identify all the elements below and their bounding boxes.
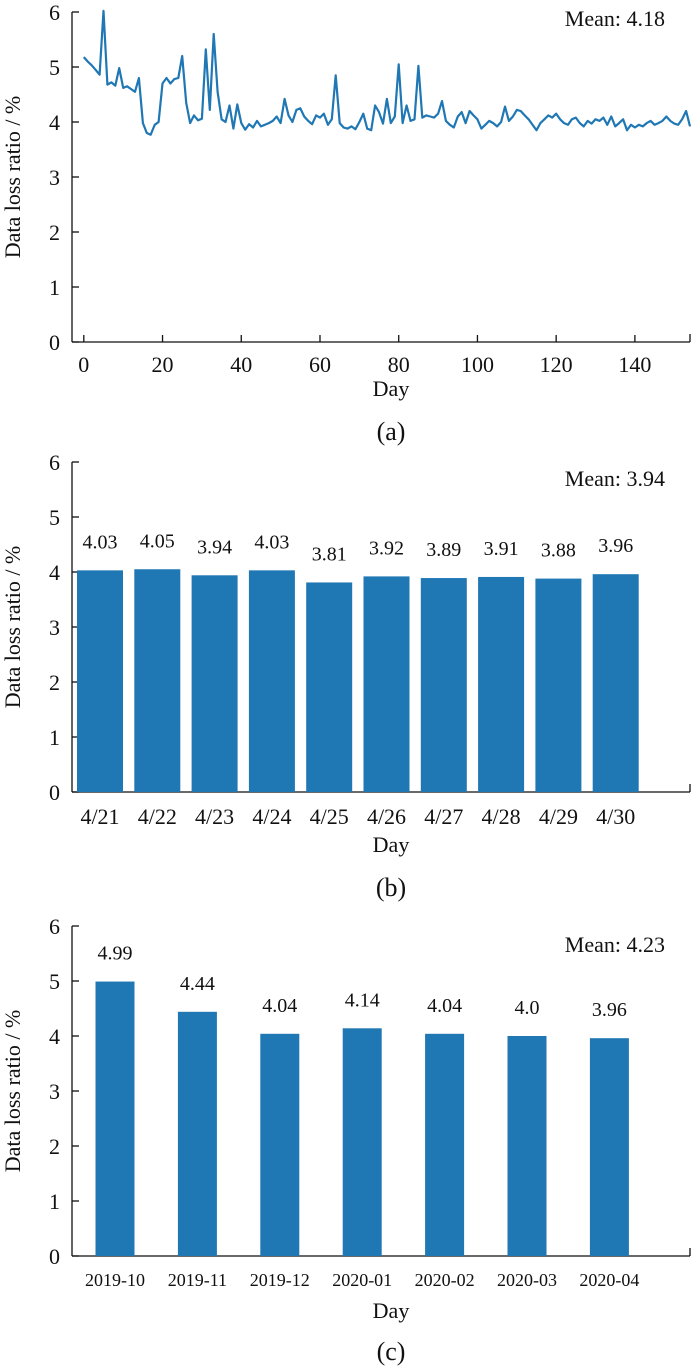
y-tick-label: 5 bbox=[49, 55, 60, 80]
y-tick-label: 4 bbox=[49, 110, 60, 135]
x-tick-label: 60 bbox=[309, 352, 331, 377]
bar bbox=[191, 575, 238, 792]
bar bbox=[589, 1038, 629, 1256]
x-tick-label: 4/25 bbox=[310, 804, 349, 829]
y-tick-label: 6 bbox=[49, 914, 60, 939]
mean-annotation: Mean: 4.23 bbox=[565, 932, 665, 957]
bar bbox=[535, 578, 582, 792]
x-tick-label: 0 bbox=[78, 352, 89, 377]
y-tick-label: 0 bbox=[49, 1244, 60, 1269]
x-tick-label: 4/29 bbox=[539, 804, 578, 829]
y-tick-label: 3 bbox=[49, 615, 60, 640]
x-axis-label: Day bbox=[373, 376, 410, 401]
x-axis-label: Day bbox=[373, 1298, 410, 1323]
y-axis-label: Data loss ratio / % bbox=[0, 96, 25, 259]
x-tick-label: 100 bbox=[461, 352, 494, 377]
y-tick-label: 2 bbox=[49, 1134, 60, 1159]
x-tick-label: 4/24 bbox=[252, 804, 291, 829]
x-tick-label: 4/28 bbox=[482, 804, 521, 829]
y-tick-label: 6 bbox=[49, 0, 60, 25]
y-tick-label: 2 bbox=[49, 220, 60, 245]
bar-value-label: 3.94 bbox=[197, 536, 232, 558]
x-tick-label: 20 bbox=[152, 352, 174, 377]
bar bbox=[363, 576, 410, 792]
y-axis-label: Data loss ratio / % bbox=[0, 1010, 25, 1173]
y-tick-label: 6 bbox=[49, 450, 60, 475]
x-tick-label: 4/26 bbox=[367, 804, 406, 829]
y-tick-label: 5 bbox=[49, 505, 60, 530]
bar-value-label: 4.0 bbox=[515, 997, 540, 1019]
bar bbox=[306, 582, 353, 792]
y-axis-label: Data loss ratio / % bbox=[0, 546, 25, 709]
panel-label: (a) bbox=[377, 417, 406, 446]
bar bbox=[248, 570, 295, 792]
bar-value-label: 4.04 bbox=[262, 995, 297, 1017]
x-tick-label: 4/21 bbox=[80, 804, 119, 829]
bar-value-label: 3.81 bbox=[312, 543, 347, 565]
bar-value-label: 3.88 bbox=[541, 540, 576, 562]
bar-value-label: 4.05 bbox=[140, 530, 175, 552]
bar bbox=[134, 569, 181, 792]
bar bbox=[425, 1033, 465, 1256]
bar-value-label: 4.03 bbox=[83, 531, 118, 553]
bar-value-label: 4.03 bbox=[254, 531, 289, 553]
bar-value-label: 3.91 bbox=[484, 538, 519, 560]
x-tick-label: 140 bbox=[618, 352, 651, 377]
bar bbox=[420, 578, 467, 792]
y-tick-label: 5 bbox=[49, 969, 60, 994]
bar bbox=[478, 576, 525, 792]
bar-value-label: 4.99 bbox=[98, 943, 133, 965]
bar-value-label: 3.89 bbox=[426, 539, 461, 561]
bar bbox=[342, 1028, 382, 1256]
bar-value-label: 4.04 bbox=[427, 995, 462, 1017]
y-tick-label: 2 bbox=[49, 670, 60, 695]
x-tick-label: 4/30 bbox=[596, 804, 635, 829]
x-tick-label: 4/27 bbox=[424, 804, 463, 829]
x-tick-label: 4/23 bbox=[195, 804, 234, 829]
mean-annotation: Mean: 4.18 bbox=[565, 6, 665, 31]
bar-value-label: 3.96 bbox=[592, 999, 627, 1021]
bar-value-label: 4.14 bbox=[345, 989, 380, 1011]
x-tick-label: 2020-02 bbox=[415, 1270, 475, 1290]
y-tick-label: 1 bbox=[49, 725, 60, 750]
y-tick-label: 3 bbox=[49, 165, 60, 190]
series-line bbox=[82, 9, 692, 136]
bar-value-label: 3.92 bbox=[369, 537, 404, 559]
x-tick-label: 4/22 bbox=[138, 804, 177, 829]
y-tick-label: 4 bbox=[49, 560, 60, 585]
y-tick-label: 4 bbox=[49, 1024, 60, 1049]
x-axis-label: Day bbox=[373, 832, 410, 857]
bar bbox=[507, 1036, 547, 1256]
x-tick-label: 2019-10 bbox=[85, 1270, 145, 1290]
bar bbox=[260, 1033, 300, 1256]
bar bbox=[177, 1011, 217, 1256]
panel-label: (b) bbox=[376, 873, 406, 902]
x-tick-label: 2020-04 bbox=[579, 1270, 639, 1290]
bar bbox=[77, 570, 123, 792]
bar bbox=[592, 574, 639, 792]
x-tick-label: 2020-03 bbox=[497, 1270, 557, 1290]
x-tick-label: 120 bbox=[540, 352, 573, 377]
y-tick-label: 1 bbox=[49, 1189, 60, 1214]
bar bbox=[95, 981, 135, 1256]
x-tick-label: 40 bbox=[230, 352, 252, 377]
mean-annotation: Mean: 3.94 bbox=[565, 466, 665, 491]
y-tick-label: 1 bbox=[49, 275, 60, 300]
y-tick-label: 0 bbox=[49, 330, 60, 355]
x-tick-label: 80 bbox=[388, 352, 410, 377]
panel-label: (c) bbox=[377, 1337, 406, 1366]
y-tick-label: 0 bbox=[49, 780, 60, 805]
x-tick-label: 2020-01 bbox=[332, 1270, 392, 1290]
bar-value-label: 4.44 bbox=[180, 973, 215, 995]
bar-value-label: 3.96 bbox=[598, 535, 633, 557]
x-tick-label: 2019-12 bbox=[250, 1270, 310, 1290]
x-tick-label: 2019-11 bbox=[168, 1270, 227, 1290]
y-tick-label: 3 bbox=[49, 1079, 60, 1104]
